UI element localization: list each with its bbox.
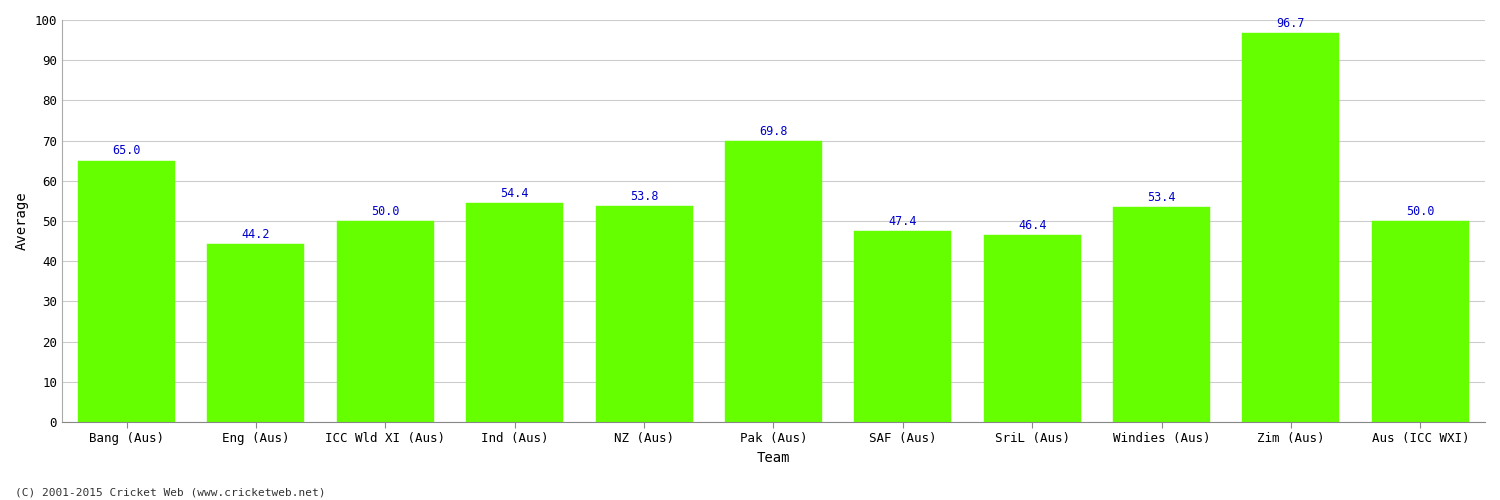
Text: 46.4: 46.4 (1019, 220, 1047, 232)
Text: 53.4: 53.4 (1148, 191, 1176, 204)
Bar (1372, 221, 1468, 422)
Bar (207, 244, 304, 422)
Text: 53.8: 53.8 (630, 190, 658, 202)
Bar (338, 221, 433, 422)
Bar (724, 142, 822, 422)
Bar (855, 232, 951, 422)
Text: 50.0: 50.0 (370, 205, 399, 218)
Bar (1242, 34, 1340, 422)
Bar (78, 160, 176, 422)
Text: 44.2: 44.2 (242, 228, 270, 241)
Text: 96.7: 96.7 (1276, 17, 1305, 30)
Bar (984, 236, 1080, 422)
Text: 54.4: 54.4 (501, 187, 530, 200)
Text: 65.0: 65.0 (112, 144, 141, 158)
Text: 47.4: 47.4 (888, 216, 916, 228)
Text: (C) 2001-2015 Cricket Web (www.cricketweb.net): (C) 2001-2015 Cricket Web (www.cricketwe… (15, 488, 326, 498)
Bar (466, 204, 562, 422)
Text: 69.8: 69.8 (759, 125, 788, 138)
Text: 50.0: 50.0 (1406, 205, 1434, 218)
Bar (1113, 208, 1210, 422)
X-axis label: Team: Team (756, 451, 790, 465)
Bar (596, 206, 693, 422)
Y-axis label: Average: Average (15, 192, 28, 250)
